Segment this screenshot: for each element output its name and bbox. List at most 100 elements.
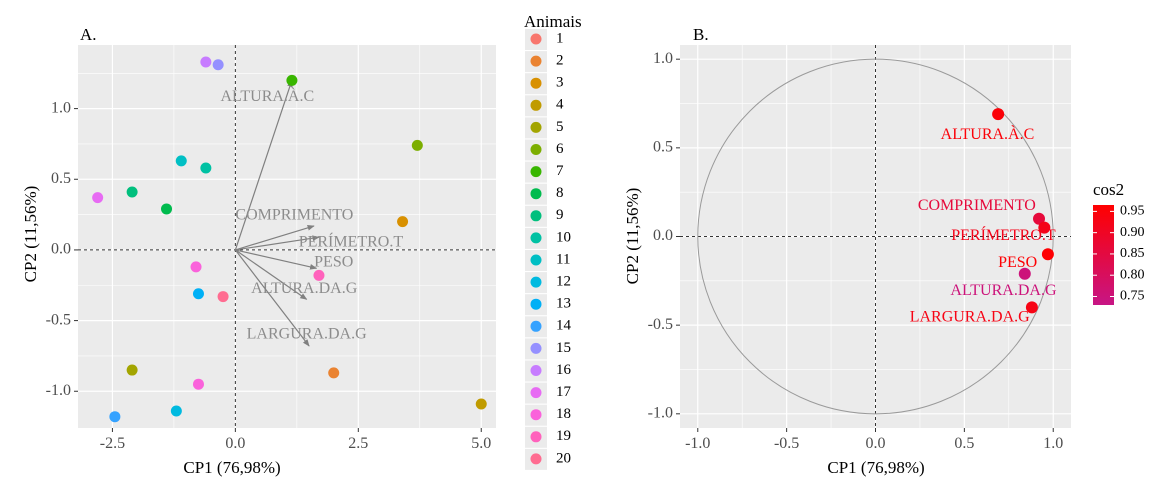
loading-vector-perímetro.t — [235, 235, 320, 251]
panel-a-x-axis-title: CP1 (76,98%) — [183, 458, 280, 477]
legend-swatch-10 — [530, 232, 542, 244]
animais-legend-title: Animais — [524, 12, 582, 31]
vector-label: ALTURA.À.C — [221, 86, 315, 105]
animal-point-6 — [411, 139, 423, 151]
variable-label: ALTURA.DA.G — [950, 282, 1057, 299]
panel-a-ticks: -2.5 0.0 2.5 5.0 -1.0 -0.5 0.0 0.5 1.0 — [46, 99, 492, 452]
panel-a-points — [92, 56, 487, 423]
animal-point-3 — [397, 216, 409, 228]
legend-label-18: 18 — [556, 406, 571, 422]
panel-a-y-tick-label: -0.5 — [46, 311, 71, 328]
legend-swatch-19 — [530, 431, 542, 443]
vector-label: PERÍMETRO.T — [299, 232, 404, 251]
panel-b-x-tick-label: 0.0 — [866, 435, 886, 452]
loading-vector-altura.da.g — [235, 249, 308, 300]
variable-label: PESO — [998, 254, 1037, 271]
animal-point-14 — [109, 411, 121, 423]
panel-b-y-axis-title: CP2 (11,56%) — [623, 188, 642, 285]
panel-b-x-tick-label: -1.0 — [685, 435, 710, 452]
variable-label: PERÍMETRO.T — [951, 225, 1056, 244]
legend-label-14: 14 — [556, 318, 572, 334]
legend-swatch-16 — [530, 365, 542, 376]
legend-label-5: 5 — [556, 119, 564, 135]
animal-point-5 — [126, 364, 138, 376]
legend-label-7: 7 — [556, 163, 564, 179]
legend-label-19: 19 — [556, 428, 571, 444]
variable-point-largura.da.g — [1025, 301, 1038, 314]
variable-point-altura.à.c — [992, 108, 1005, 121]
animal-point-11 — [175, 155, 187, 167]
panel-a-x-tick-label: 5.0 — [471, 435, 491, 452]
cos2-colorbar — [1093, 205, 1114, 305]
panel-b-ticks: -1.0 -0.5 0.0 0.5 1.0 -1.0 -0.5 0.0 0.5 1.0 — [648, 50, 1064, 452]
legend-swatch-18 — [530, 409, 542, 421]
variable-point-peso — [1041, 248, 1054, 261]
variable-label: LARGURA.DA.G — [910, 309, 1030, 326]
panel-a-y-tick-label: 0.5 — [51, 170, 71, 187]
legend-swatch-11 — [530, 254, 542, 266]
cos2-tick-label: 0.80 — [1120, 267, 1145, 282]
animal-point-20 — [217, 291, 229, 303]
legend-label-9: 9 — [556, 207, 564, 223]
legend-label-8: 8 — [556, 185, 564, 201]
animal-point-13 — [192, 288, 204, 300]
legend-swatch-3 — [530, 77, 542, 89]
legend-swatch-13 — [530, 298, 542, 310]
vector-label: PESO — [314, 253, 353, 270]
cos2-legend-ticks: 0.95 0.90 0.85 0.80 0.75 — [1093, 204, 1145, 304]
legend-swatch-9 — [530, 210, 542, 222]
animal-point-7 — [286, 74, 298, 86]
panel-a-vectors: ALTURA.À.C COMPRIMENTO PERÍMETRO.T PESO ALTU… — [221, 79, 404, 347]
cos2-legend-title: cos2 — [1093, 180, 1124, 199]
loading-vector-peso — [235, 249, 318, 270]
cos2-tick-label: 0.90 — [1120, 225, 1145, 240]
vector-label: COMPRIMENTO — [235, 207, 353, 224]
legend-label-13: 13 — [556, 296, 571, 312]
variable-point-comprimento — [1033, 212, 1046, 225]
panel-b-reference-lines — [680, 45, 1071, 428]
legend-swatch-2 — [530, 55, 542, 67]
panel-a-x-tick-label: 0.0 — [225, 435, 245, 452]
legend-label-1: 1 — [556, 30, 564, 46]
panel-b-label: B. — [693, 25, 709, 44]
panel-b-y-tick-label: 1.0 — [653, 50, 673, 67]
animal-point-18 — [190, 261, 202, 273]
panel-a-y-axis-title: CP2 (11,56%) — [21, 186, 40, 283]
panel-a-y-tick-label: -1.0 — [46, 382, 71, 399]
legend-swatch-15 — [530, 342, 542, 354]
panel-b: B. ALTURA.À.CCOMPRIMENTOPERÍMETRO.TPESOA… — [623, 25, 1071, 477]
vector-label: LARGURA.DA.G — [247, 325, 367, 342]
legend-swatch-14 — [530, 320, 542, 332]
animal-point-18 — [192, 378, 204, 390]
panel-b-unit-circle — [697, 58, 1054, 415]
cos2-tick-label: 0.85 — [1120, 246, 1145, 261]
animal-point-19 — [313, 269, 325, 281]
legend-swatch-17 — [530, 387, 542, 399]
loading-vector-altura.à.c — [234, 79, 293, 251]
legend-swatch-20 — [530, 453, 542, 465]
correlation-circle — [697, 58, 1054, 415]
panel-a-y-tick-label: 1.0 — [51, 99, 71, 116]
panel-a: A. ALTURA.À.CCOMPRIMENTOPERÍMETRO.TPESOA… — [21, 25, 496, 477]
legend-label-11: 11 — [556, 251, 570, 267]
animal-point-4 — [475, 398, 487, 410]
legend-swatch-5 — [530, 121, 542, 133]
panel-b-points: ALTURA.À.C COMPRIMENTO PERÍMETRO.T PESO ALTU… — [910, 108, 1057, 326]
panel-a-label: A. — [80, 25, 97, 44]
legend-swatch-1 — [530, 33, 542, 45]
panel-b-x-tick-label: 1.0 — [1043, 435, 1063, 452]
legend-swatch-6 — [530, 144, 542, 155]
legend-swatch-7 — [530, 166, 542, 178]
panel-a-x-tick-label: 2.5 — [348, 435, 368, 452]
panel-a-reference-lines — [78, 45, 496, 428]
variable-label: ALTURA.À.C — [941, 124, 1035, 143]
cos2-legend: cos2 0.95 0.90 0.85 0.80 0.75 — [1093, 180, 1145, 305]
legend-label-17: 17 — [556, 384, 572, 400]
animal-point-2 — [328, 367, 340, 379]
loading-vector-largura.da.g — [234, 249, 310, 347]
animal-point-15 — [212, 59, 224, 71]
panel-a-y-tick-label: 0.0 — [51, 241, 71, 258]
legend-label-4: 4 — [556, 97, 564, 113]
legend-swatch-4 — [530, 99, 542, 111]
